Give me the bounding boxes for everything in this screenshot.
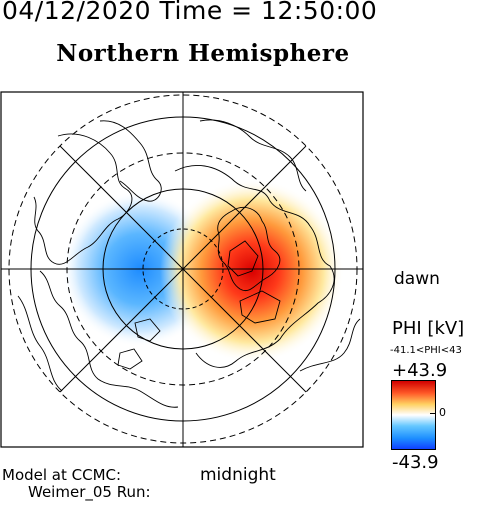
datetime-header: 04/12/2020 Time = 12:50:00 — [2, 0, 378, 25]
colorbar — [391, 380, 436, 450]
colorbar-min-label: -43.9 — [392, 452, 439, 473]
colorbar-zero-tick — [430, 413, 436, 414]
run-credit: Weimer_05 Run: — [28, 483, 151, 501]
colorbar-max-label: +43.9 — [392, 360, 448, 381]
map-title: Northern Hemisphere — [56, 40, 350, 67]
colorbar-title: PHI [kV] — [392, 318, 465, 339]
colorbar-range: -41.1<PHI<43 — [390, 345, 462, 356]
meridian-lines — [1, 92, 363, 447]
coastlines — [17, 119, 361, 408]
model-credit: Model at CCMC: — [2, 466, 122, 484]
dawn-label: dawn — [394, 269, 440, 289]
polar-map — [0, 91, 364, 448]
midnight-label: midnight — [200, 465, 276, 485]
colorbar-zero-label: 0 — [439, 406, 446, 419]
